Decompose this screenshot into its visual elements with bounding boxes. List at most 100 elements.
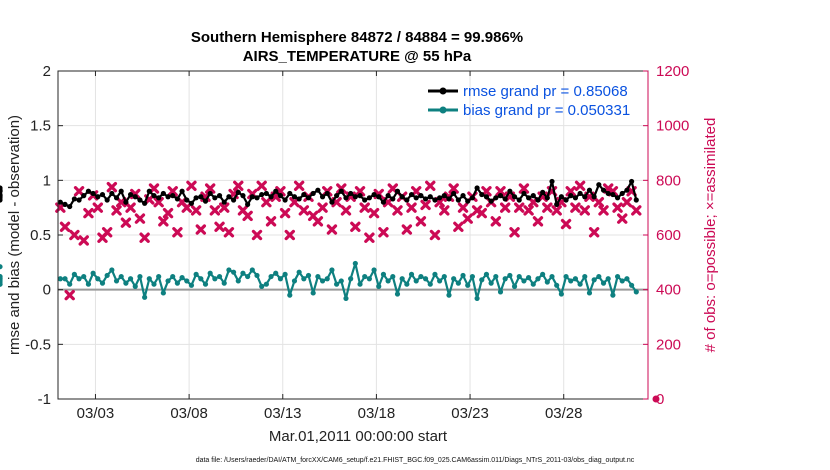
rmse-point bbox=[202, 198, 209, 204]
y-tick-label-right: 400 bbox=[656, 282, 681, 299]
obs-marker bbox=[186, 180, 197, 191]
y-tick-label-right: 600 bbox=[656, 227, 681, 244]
bias-point bbox=[404, 281, 410, 287]
rmse-point bbox=[441, 193, 447, 199]
bias-point bbox=[488, 280, 494, 286]
bias-point bbox=[179, 275, 185, 281]
rmse-point bbox=[586, 187, 593, 193]
x-axis-label: Mar.01,2011 00:00:00 start bbox=[269, 428, 448, 445]
rmse-point bbox=[474, 185, 480, 191]
rmse-point bbox=[497, 193, 504, 199]
bias-point bbox=[418, 273, 424, 280]
bias-point bbox=[240, 270, 246, 276]
bias-point bbox=[123, 280, 129, 286]
bias-point bbox=[455, 280, 461, 286]
x-tick-label: 03/18 bbox=[358, 405, 396, 422]
obs-marker bbox=[574, 180, 586, 191]
rmse-point bbox=[348, 190, 354, 197]
bias-point bbox=[259, 283, 265, 289]
obs-marker bbox=[120, 217, 132, 228]
y-tick-label-right: 1200 bbox=[656, 63, 689, 80]
rmse-point bbox=[118, 188, 124, 194]
obs-marker bbox=[401, 224, 413, 235]
obs-marker bbox=[83, 207, 94, 219]
rmse-point bbox=[90, 190, 96, 197]
bias-point bbox=[193, 271, 199, 277]
rmse-point bbox=[371, 191, 377, 198]
bias-point bbox=[366, 276, 372, 282]
obs-marker bbox=[532, 216, 544, 227]
obs-marker bbox=[78, 235, 89, 246]
rmse-point bbox=[146, 188, 152, 194]
rmse-point bbox=[394, 188, 401, 194]
rmse-point bbox=[511, 194, 518, 200]
obs-marker bbox=[111, 205, 122, 216]
rmse-point bbox=[249, 194, 255, 200]
y-tick-label-left: 1 bbox=[43, 172, 51, 189]
obs-marker bbox=[593, 197, 605, 208]
obs-marker bbox=[621, 197, 633, 208]
bias-point bbox=[142, 294, 148, 300]
rmse-point bbox=[385, 193, 391, 199]
rmse-point bbox=[156, 195, 162, 201]
bias-point bbox=[249, 267, 255, 273]
rmse-point bbox=[254, 195, 260, 201]
rmse-point bbox=[493, 195, 499, 201]
legend-bias-label: bias grand pr = 0.050331 bbox=[463, 102, 630, 119]
rmse-point bbox=[57, 199, 63, 205]
obs-marker bbox=[214, 221, 225, 232]
rmse-point bbox=[0, 195, 3, 201]
bias-point bbox=[530, 281, 536, 287]
y-tick-label-right: 800 bbox=[656, 172, 681, 189]
rmse-point bbox=[95, 194, 101, 200]
obs-marker bbox=[542, 202, 553, 213]
rmse-point bbox=[629, 178, 635, 185]
y-tick-label-left: 2 bbox=[43, 63, 51, 80]
obs-marker bbox=[350, 221, 361, 232]
rmse-point bbox=[432, 197, 438, 203]
rmse-point bbox=[422, 196, 429, 202]
bias-point bbox=[127, 276, 134, 282]
obs-marker bbox=[312, 216, 324, 227]
bias-point bbox=[460, 272, 466, 279]
y-axis-label-right: # of obs: o=possible; ×=assimilated bbox=[702, 118, 719, 353]
rmse-point bbox=[174, 196, 181, 202]
bias-point bbox=[0, 277, 3, 283]
obs-marker bbox=[209, 205, 221, 216]
rmse-point bbox=[193, 195, 199, 201]
rmse-point bbox=[427, 194, 433, 200]
rmse-point bbox=[544, 195, 550, 201]
obs-marker bbox=[415, 216, 427, 227]
obs-marker bbox=[195, 224, 207, 235]
rmse-point bbox=[273, 188, 279, 194]
rmse-point bbox=[516, 197, 522, 203]
obs-marker bbox=[233, 180, 244, 191]
bias-line bbox=[60, 262, 638, 300]
obs-marker bbox=[265, 216, 277, 227]
rmse-point bbox=[619, 190, 625, 197]
obs-marker bbox=[588, 227, 600, 238]
rmse-point bbox=[170, 193, 176, 199]
bias-point bbox=[254, 272, 260, 279]
bias-point bbox=[85, 281, 92, 287]
rmse-point bbox=[334, 193, 340, 199]
rmse-point bbox=[151, 193, 157, 199]
bias-point bbox=[165, 278, 171, 284]
obs-marker bbox=[598, 205, 609, 216]
bias-point bbox=[81, 273, 87, 280]
rmse-point bbox=[418, 193, 424, 199]
obs-marker bbox=[514, 202, 525, 213]
obs-marker bbox=[448, 183, 459, 194]
rmse-point bbox=[399, 194, 405, 200]
bias-point bbox=[493, 273, 499, 280]
rmse-point bbox=[376, 194, 382, 200]
obs-marker bbox=[617, 213, 628, 224]
bias-point bbox=[216, 273, 223, 280]
bias-point bbox=[357, 281, 363, 287]
rmse-point bbox=[451, 190, 457, 197]
obs-marker bbox=[551, 205, 562, 216]
rmse-point bbox=[455, 197, 461, 203]
bias-point bbox=[160, 290, 166, 296]
y-tick-label-left: 0 bbox=[43, 282, 51, 299]
bias-point bbox=[390, 273, 396, 280]
